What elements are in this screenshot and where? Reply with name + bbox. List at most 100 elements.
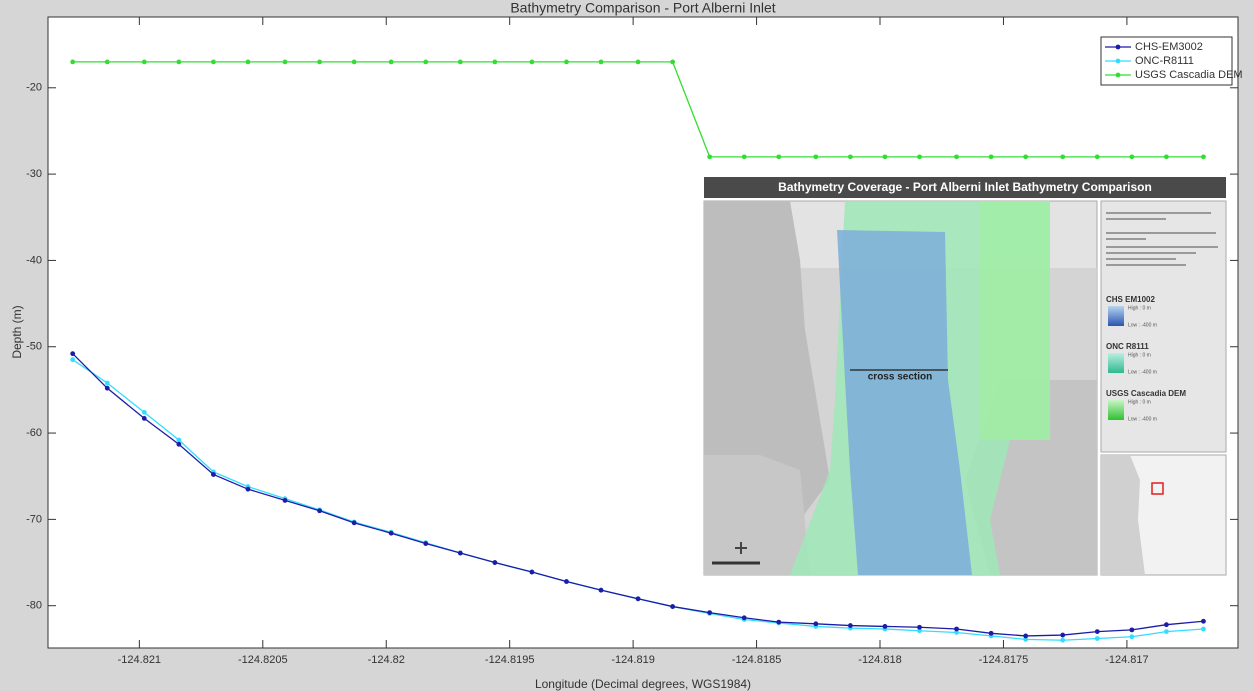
series-marker	[457, 59, 463, 65]
chs-coverage	[837, 230, 972, 575]
inset-legend-ramp	[1108, 353, 1124, 373]
locator-box	[1151, 482, 1164, 495]
series-marker	[70, 351, 76, 357]
y-tick-label: -20	[26, 82, 42, 94]
locator-land	[1101, 455, 1145, 575]
series-marker	[141, 59, 147, 65]
text-line	[1106, 212, 1211, 214]
series-marker	[1129, 634, 1135, 640]
series-marker	[529, 59, 535, 65]
series-marker	[492, 560, 498, 565]
series-marker	[1023, 633, 1029, 639]
inset-legend-title: ONC R8111	[1106, 342, 1149, 351]
series-marker	[1060, 154, 1066, 160]
text-line	[1106, 246, 1218, 248]
series-marker	[104, 59, 110, 65]
series-marker	[670, 59, 676, 65]
series-marker	[564, 579, 569, 584]
series-marker	[1201, 618, 1206, 624]
inset-legend-low: Low : -400 m	[1128, 369, 1157, 375]
x-tick-label: -124.82	[368, 654, 405, 666]
inset-legend-title: CHS EM1002	[1106, 295, 1155, 304]
inset-legend-ramp	[1108, 400, 1124, 420]
inset-map: Bathymetry Coverage - Port Alberni Inlet…	[703, 177, 1227, 576]
series-marker	[917, 624, 922, 630]
series-marker	[917, 154, 922, 160]
y-axis-label: Depth (m)	[10, 305, 24, 358]
series-marker	[1201, 626, 1206, 632]
x-tick-label: -124.8195	[485, 654, 535, 666]
series-marker	[598, 59, 604, 65]
series-marker	[1023, 636, 1029, 642]
series-marker	[707, 154, 713, 160]
series-marker	[457, 550, 463, 556]
series-marker	[1164, 629, 1169, 634]
cross-section-label: cross section	[868, 372, 932, 383]
x-tick-label: -124.821	[118, 654, 161, 666]
series-marker	[847, 623, 853, 628]
series-marker	[1201, 154, 1206, 160]
x-tick-label: -124.818	[858, 654, 901, 666]
series-marker	[1129, 154, 1135, 160]
series-marker	[635, 596, 641, 602]
series-marker	[1129, 627, 1135, 633]
land	[704, 455, 810, 575]
series-marker	[564, 59, 569, 65]
north-arrow	[735, 542, 747, 554]
y-tick-label: -60	[26, 427, 42, 439]
y-tick-label: -40	[26, 254, 42, 266]
x-tick-label: -124.8185	[732, 654, 782, 666]
series-marker	[423, 541, 429, 546]
series-marker	[598, 587, 604, 593]
series-marker	[882, 154, 888, 160]
x-axis-label: Longitude (Decimal degrees, WGS1984)	[535, 677, 751, 691]
series-marker	[988, 630, 994, 636]
series-marker	[776, 154, 782, 160]
text-line	[1106, 258, 1176, 260]
inset-legend-high: High : 0 m	[1128, 352, 1151, 358]
inset-legend-low: Low : -400 m	[1128, 322, 1157, 328]
series-marker	[1094, 154, 1100, 160]
description-lines	[1106, 212, 1218, 266]
series-marker	[141, 409, 147, 415]
series-marker	[635, 59, 641, 65]
series-marker	[1164, 154, 1169, 160]
series-marker	[388, 59, 394, 65]
series-marker	[917, 628, 922, 634]
series-marker	[988, 154, 994, 160]
series-marker	[388, 530, 394, 536]
series-marker	[529, 569, 535, 575]
series-marker	[317, 59, 322, 65]
series-marker	[176, 59, 182, 65]
usgs-coverage	[980, 201, 1050, 440]
series-marker	[492, 59, 498, 65]
series-marker	[954, 630, 959, 635]
series-marker	[882, 624, 888, 629]
series-marker	[176, 437, 182, 443]
text-line	[1106, 264, 1186, 266]
series-marker	[104, 385, 110, 391]
series-marker	[813, 154, 819, 160]
inset-legend-high: High : 0 m	[1128, 305, 1151, 311]
series-marker	[1060, 632, 1066, 638]
plot-area: -124.821 -124.8205 -124.82 -124.8195 -124.81…	[26, 17, 1238, 666]
series-marker	[741, 154, 747, 160]
text-line	[1106, 238, 1146, 240]
legend-swatch-marker	[1115, 58, 1121, 64]
series-marker	[211, 472, 216, 477]
legend-label: ONC-R8111	[1135, 55, 1194, 67]
x-tick-label: -124.819	[611, 654, 654, 666]
inset-legend-high: High : 0 m	[1128, 399, 1151, 405]
series-marker	[1094, 636, 1100, 641]
legend-label: CHS-EM3002	[1135, 41, 1203, 53]
chart-title: Bathymetry Comparison - Port Alberni Inl…	[510, 0, 775, 16]
text-line	[1106, 232, 1216, 234]
series-marker	[70, 59, 76, 65]
series-marker	[351, 520, 357, 526]
x-tick-label: -124.817	[1105, 654, 1148, 666]
series-marker	[351, 59, 357, 65]
legend-swatch-marker	[1115, 72, 1121, 78]
